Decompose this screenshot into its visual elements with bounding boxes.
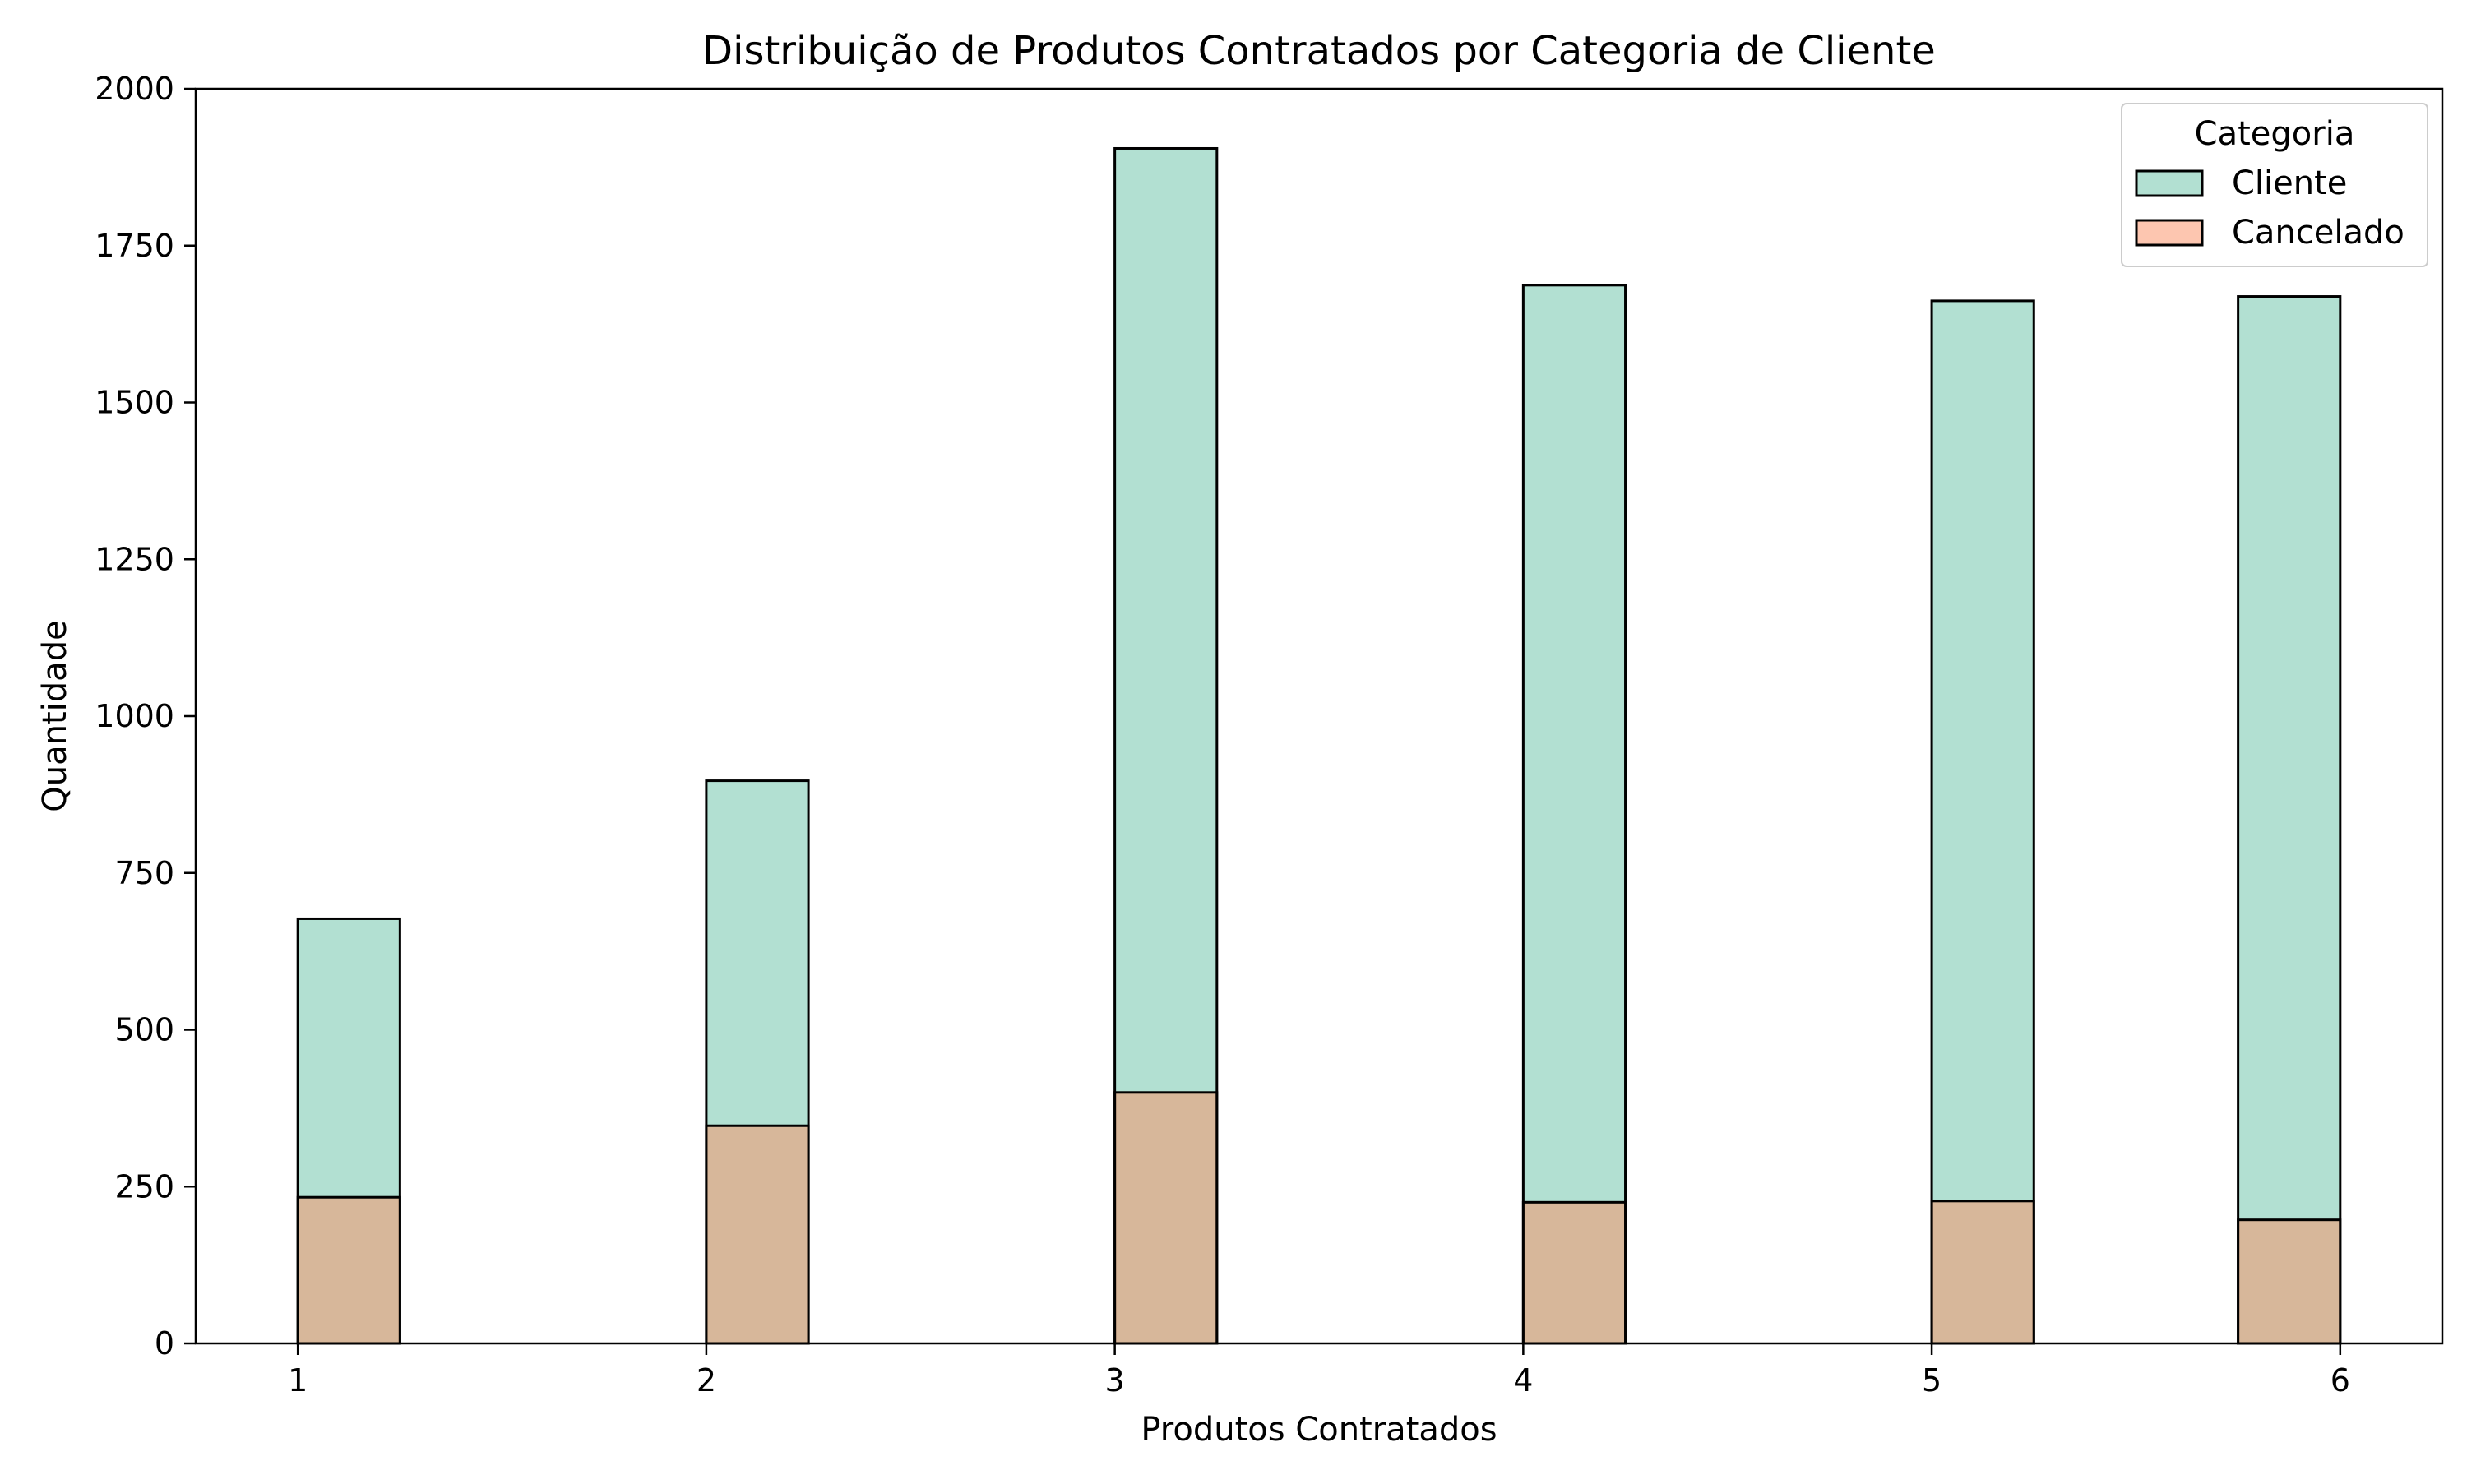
x-tick-label: 4 (1513, 1362, 1533, 1398)
bar-cancelado-6 (2237, 1218, 2342, 1345)
y-tick-label: 1000 (95, 698, 174, 734)
ticks-layer: 1 2 3 4 5 6 0 250 500 750 1000 1250 1500 1750 2000 (95, 71, 2350, 1398)
bar-cancelado-3 (1113, 1091, 1219, 1345)
legend-items: Cliente Cancelado (2135, 164, 2405, 252)
bar-cliente-6 (2237, 295, 2342, 1345)
x-tick-label: 1 (288, 1362, 308, 1398)
bar-cliente-4 (1521, 284, 1627, 1345)
y-tick-label: 2000 (95, 71, 174, 107)
bars-layer (296, 146, 2342, 1345)
chart-title: Distribuição de Produtos Contratados por… (702, 28, 1936, 74)
y-tick-label: 1500 (95, 385, 174, 421)
x-tick-label: 2 (697, 1362, 716, 1398)
legend-swatch-cliente (2135, 169, 2204, 197)
x-tick-label: 5 (1922, 1362, 1942, 1398)
plot-frame (194, 87, 2444, 1345)
legend-label-cancelado: Cancelado (2232, 214, 2405, 252)
bar-cancelado-2 (705, 1124, 810, 1345)
y-tick-label: 250 (114, 1168, 174, 1204)
x-axis-label: Produtos Contratados (1141, 1411, 1497, 1449)
bar-cliente-5 (1930, 299, 2035, 1345)
bar-cancelado-5 (1930, 1200, 2035, 1345)
y-tick-label: 750 (114, 855, 174, 891)
bar-cancelado-4 (1521, 1200, 1627, 1345)
legend: Categoria Cliente Cancelado (2121, 103, 2428, 267)
x-tick-label: 6 (2330, 1362, 2350, 1398)
legend-swatch-cancelado (2135, 219, 2204, 247)
y-tick-label: 500 (114, 1012, 174, 1048)
y-tick-label: 1250 (95, 541, 174, 577)
x-tick-label: 3 (1105, 1362, 1125, 1398)
legend-title: Categoria (2195, 115, 2355, 153)
bar-cancelado-1 (296, 1195, 401, 1345)
y-tick-label: 1750 (95, 228, 174, 264)
y-tick-label: 0 (155, 1325, 174, 1361)
legend-label-cliente: Cliente (2232, 164, 2347, 202)
y-axis-label: Quantidade (36, 620, 74, 811)
